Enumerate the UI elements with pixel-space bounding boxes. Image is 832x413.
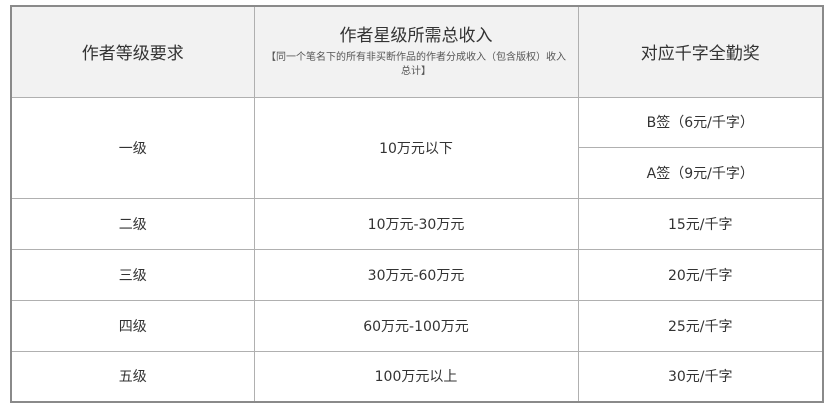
cell-bonus: B签（6元/千字） <box>577 96 824 148</box>
cell-income: 100万元以上 <box>253 350 579 403</box>
header-income-title: 作者星级所需总收入 <box>339 25 493 46</box>
table-row: 五级 100万元以上 30元/千字 <box>10 350 824 403</box>
table-row: A签（9元/千字） <box>11 146 824 199</box>
cell-level: 二级 <box>10 197 255 250</box>
cell-bonus: 25元/千字 <box>577 299 824 352</box>
header-income-note: 【同一个笔名下的所有非买断作品的作者分成收入（包含版权）收入总计】 <box>266 51 566 77</box>
cell-level: 五级 <box>10 350 255 403</box>
cell-bonus: 20元/千字 <box>577 248 824 301</box>
table-row: 一级 10万元以下 B签（6元/千字） <box>10 96 824 199</box>
header-income: 作者星级所需总收入 【同一个笔名下的所有非买断作品的作者分成收入（包含版权）收入… <box>253 5 579 98</box>
header-level: 作者等级要求 <box>10 5 255 98</box>
cell-income: 30万元-60万元 <box>253 248 579 301</box>
header-bonus: 对应千字全勤奖 <box>577 5 824 98</box>
table-row: 三级 30万元-60万元 20元/千字 <box>10 248 824 301</box>
cell-level: 一级 <box>10 96 255 199</box>
cell-level: 三级 <box>10 248 255 301</box>
cell-level: 四级 <box>10 299 255 352</box>
cell-bonus: 15元/千字 <box>577 197 824 250</box>
cell-income: 10万元-30万元 <box>253 197 579 250</box>
cell-bonus: 30元/千字 <box>577 350 824 403</box>
cell-bonus: A签（9元/千字） <box>577 146 824 199</box>
table-row: 四级 60万元-100万元 25元/千字 <box>10 299 824 352</box>
header-row: 作者等级要求 作者星级所需总收入 【同一个笔名下的所有非买断作品的作者分成收入（… <box>10 5 824 98</box>
table-row: 二级 10万元-30万元 15元/千字 <box>10 197 824 250</box>
author-level-table: 作者等级要求 作者星级所需总收入 【同一个笔名下的所有非买断作品的作者分成收入（… <box>10 5 824 403</box>
cell-income: 10万元以下 <box>253 96 579 199</box>
cell-income: 60万元-100万元 <box>253 299 579 352</box>
